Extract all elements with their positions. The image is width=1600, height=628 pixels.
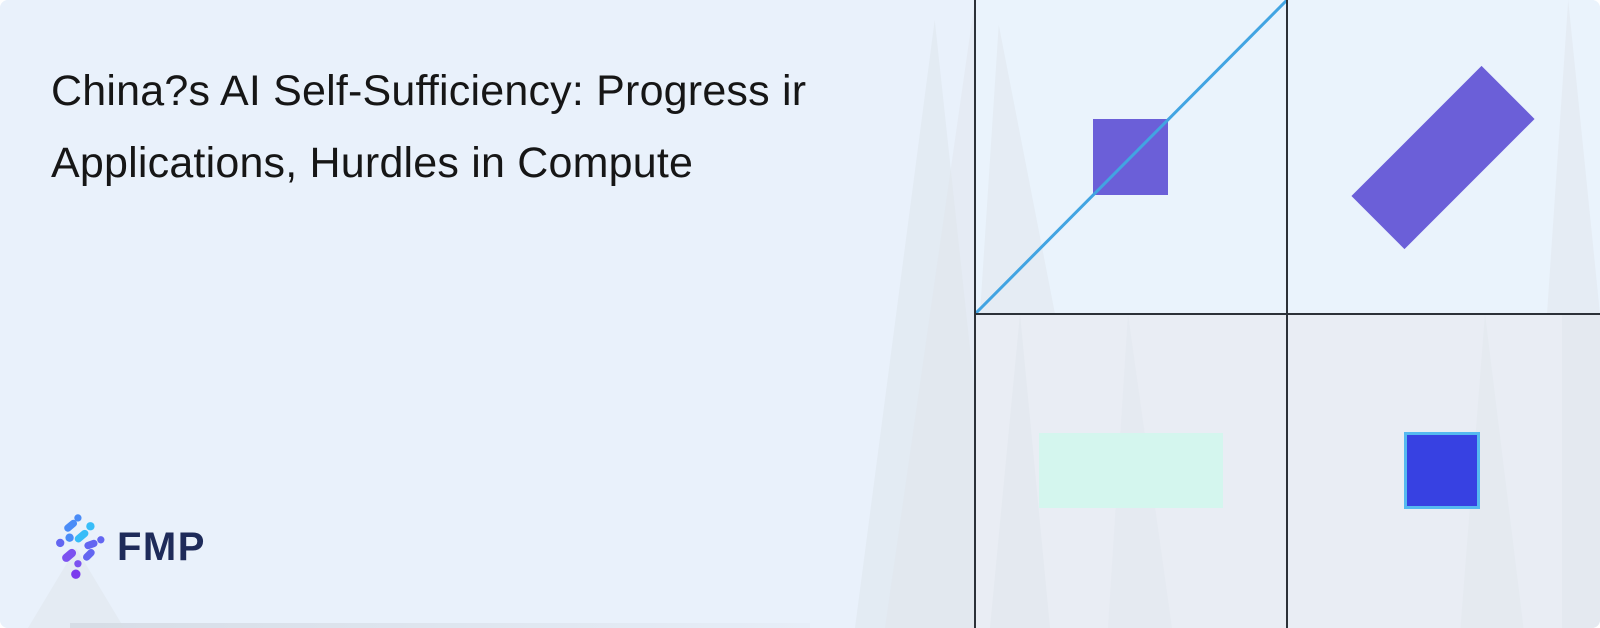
title-line-2: Applications, Hurdles in Compute — [51, 139, 694, 187]
decor-streak — [1547, 0, 1600, 314]
grid-divider-vertical-1 — [974, 0, 976, 628]
grid-divider-horizontal — [976, 313, 1600, 315]
fmp-network-icon — [56, 514, 105, 579]
diagonal-line — [975, 0, 1287, 314]
blue-square-shape — [1404, 432, 1480, 509]
grid-cell-bottom-right — [1287, 314, 1600, 628]
decor-streak — [1562, 314, 1600, 628]
decor-bottom-band — [70, 623, 810, 628]
brand-logo: FMP — [55, 508, 206, 582]
left-panel: China?s AI Self-Sufficiency: Progress ir… — [51, 55, 810, 628]
brand-wordmark: FMP — [117, 524, 206, 569]
mint-rectangle-shape — [1039, 433, 1223, 508]
grid-cell-top-right — [1287, 0, 1600, 314]
article-title: China?s AI Self-Sufficiency: Progress ir… — [51, 55, 806, 199]
title-line-1: China?s AI Self-Sufficiency: Progress ir — [51, 67, 807, 115]
